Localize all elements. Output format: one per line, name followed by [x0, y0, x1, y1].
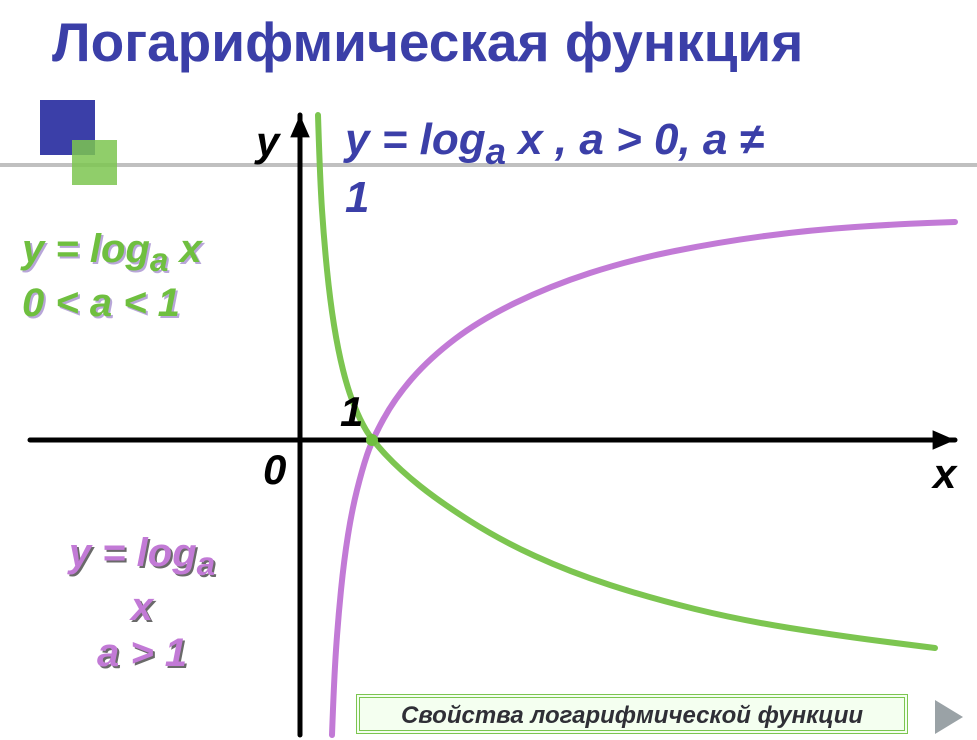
formula-main-line2: 1 [345, 173, 369, 222]
y-axis-label: y [256, 118, 279, 166]
formula-green: y = loga x 0 < a < 1 [22, 226, 202, 326]
formula-green-line2: 0 < a < 1 [22, 281, 180, 325]
formula-violet-line3: a > 1 [97, 631, 187, 675]
formula-violet-line1: y = loga [69, 531, 215, 575]
origin-label-zero: 0 [263, 446, 286, 494]
formula-main-line1: y = loga x , a > 0, a ≠ [345, 115, 764, 164]
x-axis-label: x [933, 450, 956, 498]
formula-violet-line2: x [131, 585, 153, 629]
formula-green-line1: y = loga x [22, 227, 202, 271]
formula-violet: y = loga x a > 1 [42, 530, 242, 676]
tick-label-one: 1 [340, 388, 363, 436]
next-slide-icon[interactable] [935, 700, 963, 734]
formula-main: y = loga x , a > 0, a ≠ 1 [345, 115, 764, 224]
properties-button[interactable]: Свойства логарифмической функции [356, 694, 908, 734]
